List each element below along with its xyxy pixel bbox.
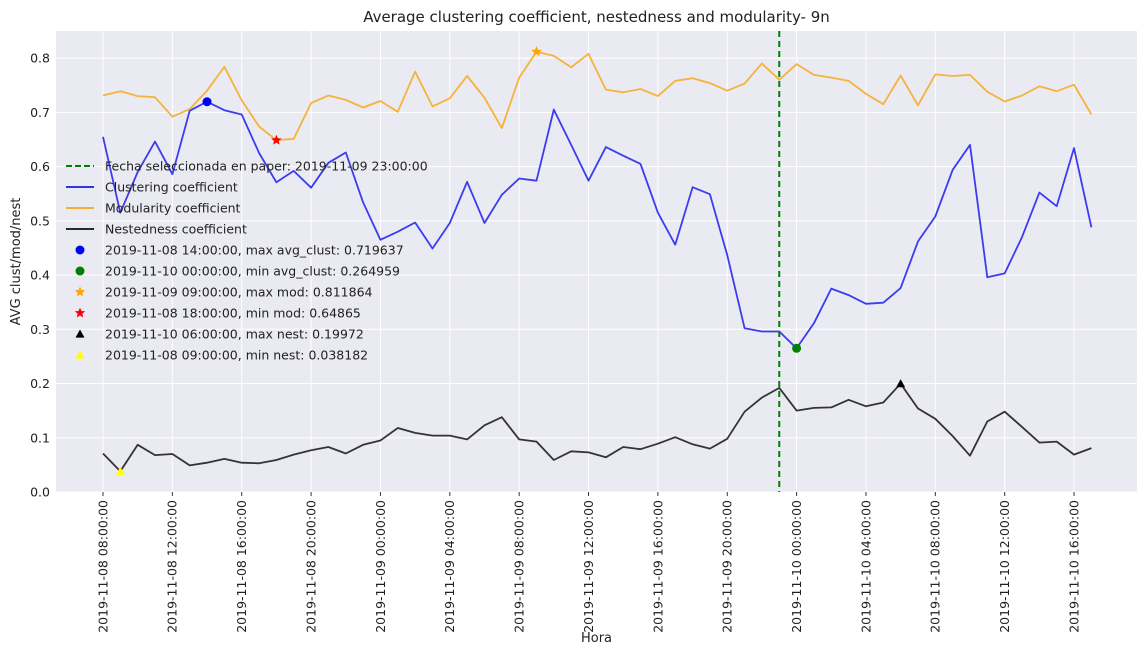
y-axis-label: AVG clust/mod/nest [9, 198, 24, 326]
y-tick-label: 0.7 [30, 105, 50, 120]
legend-label: 2019-11-10 00:00:00, min avg_clust: 0.26… [105, 264, 400, 279]
legend-entry: 2019-11-10 06:00:00, max nest: 0.19972 [75, 327, 364, 342]
x-tick-label: 2019-11-10 16:00:00 [1066, 500, 1081, 633]
legend-label: 2019-11-10 06:00:00, max nest: 0.19972 [105, 327, 364, 342]
x-tick-label: 2019-11-09 08:00:00 [512, 500, 527, 633]
y-tick-label: 0.5 [30, 213, 50, 228]
y-tick-labels: 0.0 0.1 0.2 0.3 0.4 0.5 0.6 0.7 0.8 [30, 51, 50, 500]
legend-entry: Modularity coefficient [66, 201, 241, 216]
y-tick-label: 0.8 [30, 51, 50, 66]
series-line-0 [102, 100, 1093, 350]
legend-swatch [75, 329, 85, 338]
y-tick-label: 0.1 [30, 430, 50, 445]
x-tick-label: 2019-11-09 16:00:00 [650, 500, 665, 633]
x-tick-label: 2019-11-09 20:00:00 [720, 500, 735, 633]
x-tick-label: 2019-11-08 12:00:00 [165, 500, 180, 633]
extreme-markers [115, 46, 906, 475]
x-tick-label: 2019-11-10 00:00:00 [789, 500, 804, 633]
series-line-2 [102, 382, 1092, 473]
legend-entry: 2019-11-08 18:00:00, min mod: 0.64865 [74, 306, 361, 321]
legend-label: 2019-11-08 09:00:00, min nest: 0.038182 [105, 348, 368, 363]
legend-entry: 2019-11-10 00:00:00, min avg_clust: 0.26… [75, 264, 400, 279]
legend-label: 2019-11-08 18:00:00, min mod: 0.64865 [105, 306, 361, 321]
marker-4 [896, 379, 906, 388]
legend-entry: Fecha seleccionada en paper: 2019-11-09 … [66, 159, 428, 174]
marker-5 [115, 466, 125, 475]
x-tick-labels: 2019-11-08 08:00:00 2019-11-08 12:00:00 20… [95, 500, 1081, 633]
y-tick-label: 0.6 [30, 159, 50, 174]
legend-swatch [75, 266, 85, 276]
y-tick-label: 0.3 [30, 322, 50, 337]
legend-entry: 2019-11-08 09:00:00, min nest: 0.038182 [75, 348, 368, 363]
x-gridlines [102, 31, 1075, 496]
x-tick-label: 2019-11-09 04:00:00 [442, 500, 457, 633]
x-tick-label: 2019-11-08 20:00:00 [303, 500, 318, 633]
x-axis-label: Hora [581, 631, 612, 646]
x-tick-label: 2019-11-09 00:00:00 [373, 500, 388, 633]
legend-entry: 2019-11-08 14:00:00, max avg_clust: 0.71… [75, 243, 404, 258]
legend-label: Modularity coefficient [105, 201, 241, 216]
y-tick-label: 0.0 [30, 485, 50, 500]
series-line-1 [102, 50, 1093, 142]
legend-label: Clustering coefficient [105, 180, 238, 195]
x-tick-label: 2019-11-10 08:00:00 [928, 500, 943, 633]
marker-2 [531, 46, 542, 57]
x-tick-label: 2019-11-10 04:00:00 [858, 500, 873, 633]
legend-label: Nestedness coefficient [105, 222, 247, 237]
x-tick-label: 2019-11-08 16:00:00 [234, 500, 249, 633]
legend: Fecha seleccionada en paper: 2019-11-09 … [66, 159, 428, 363]
y-tick-label: 0.2 [30, 376, 50, 391]
legend-entry: Clustering coefficient [66, 180, 238, 195]
chart-title: Average clustering coefficient, nestedne… [363, 8, 830, 26]
legend-swatch [75, 350, 85, 359]
x-tick-label: 2019-11-10 12:00:00 [997, 500, 1012, 633]
x-tick-label: 2019-11-09 12:00:00 [581, 500, 596, 633]
legend-swatch [75, 245, 85, 255]
legend-swatch [74, 286, 86, 297]
plot-area [56, 31, 1137, 492]
marker-3 [271, 134, 282, 145]
legend-label: 2019-11-09 09:00:00, max mod: 0.811864 [105, 285, 373, 300]
legend-label: Fecha seleccionada en paper: 2019-11-09 … [105, 159, 428, 174]
series-lines [102, 50, 1093, 473]
marker-1 [792, 343, 802, 353]
legend-swatch [74, 307, 86, 318]
legend-label: 2019-11-08 14:00:00, max avg_clust: 0.71… [105, 243, 404, 258]
marker-0 [202, 97, 212, 107]
x-tick-label: 2019-11-08 08:00:00 [95, 500, 110, 633]
y-tick-label: 0.4 [30, 268, 50, 283]
legend-entry: Nestedness coefficient [66, 222, 247, 237]
legend-entry: 2019-11-09 09:00:00, max mod: 0.811864 [74, 285, 373, 300]
